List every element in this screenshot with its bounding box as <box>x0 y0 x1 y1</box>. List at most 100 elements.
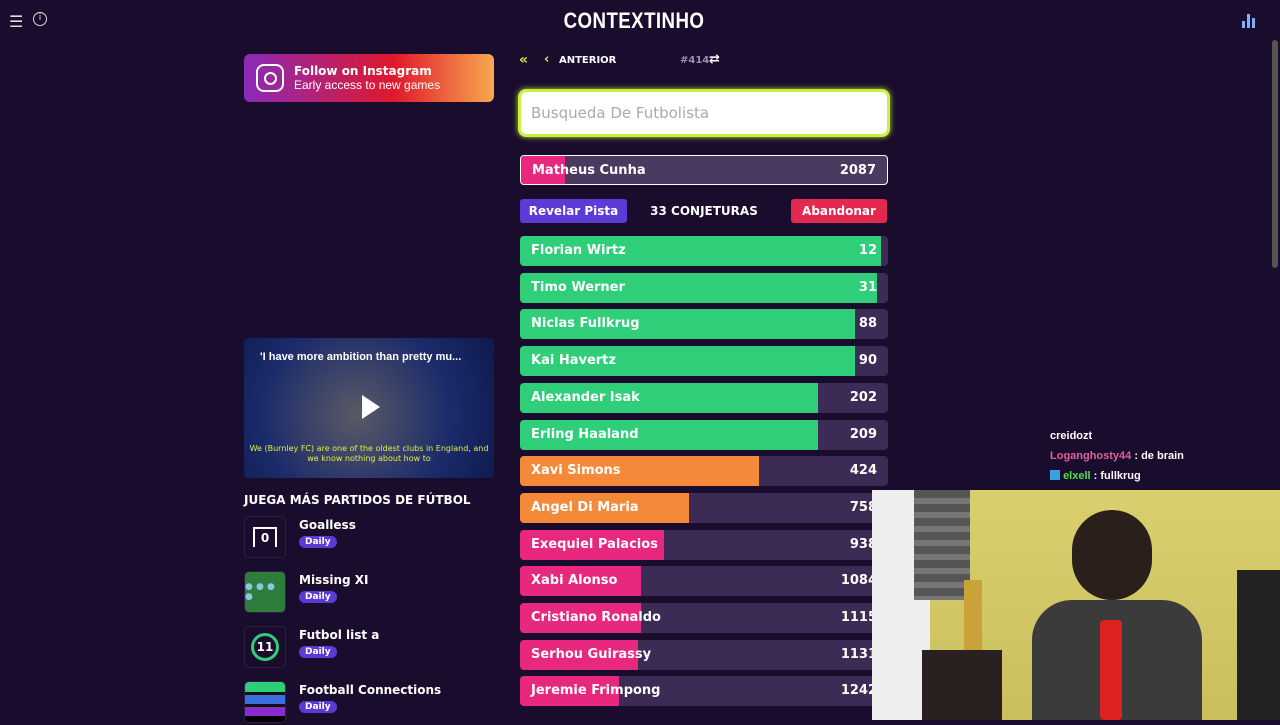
player-rank: 88 <box>858 316 877 332</box>
player-rank: 758 <box>849 499 877 515</box>
guess-row: Angel Di Maria 758 <box>520 492 888 523</box>
player-name: Kai Havertz <box>531 353 616 369</box>
number-eleven-icon: 11 <box>244 626 286 668</box>
player-rank: 1131 <box>840 646 877 662</box>
info-icon[interactable]: i <box>33 12 47 26</box>
similarity-bar <box>520 492 690 523</box>
search-input[interactable] <box>521 92 887 134</box>
chevron-left-icon[interactable]: ‹ <box>544 52 550 67</box>
reveal-hint-button[interactable]: Revelar Pista <box>520 199 627 223</box>
similarity-bar <box>520 382 819 413</box>
game-name: Missing XI <box>299 573 369 587</box>
app-logo: CONTEXTINHO <box>563 8 705 33</box>
game-missing-xi[interactable]: ● ● ● ● Missing XI Daily <box>244 571 494 615</box>
guess-row: Serhou Guirassy 1131 <box>520 639 888 670</box>
daily-badge: Daily <box>299 536 337 548</box>
similarity-bar <box>520 603 642 633</box>
guess-row: Xabi Alonso 1084 <box>520 566 888 597</box>
give-up-button[interactable]: Abandonar <box>791 199 887 223</box>
chat-message: creidozt <box>1050 430 1093 442</box>
stream-chat-overlay: creidozt Loganghosty44 : de brain elxell… <box>1046 430 1270 490</box>
guess-row: Xavi Simons 424 <box>520 456 888 487</box>
player-search[interactable] <box>518 89 890 137</box>
player-name: Matheus Cunha <box>532 163 646 178</box>
similarity-bar <box>520 309 855 340</box>
game-name: Futbol list a <box>299 628 380 642</box>
guess-row: Timo Werner 31 <box>520 272 888 303</box>
player-rank: 2087 <box>839 163 876 178</box>
player-name: Xavi Simons <box>531 463 621 479</box>
player-name: Xabi Alonso <box>531 573 618 589</box>
similarity-bar <box>521 156 565 184</box>
guess-row: Cristiano Ronaldo 1115 <box>520 603 888 633</box>
guess-count: 33 CONJETURAS <box>650 204 758 218</box>
player-rank: 938 <box>849 536 877 552</box>
player-name: Cristiano Ronaldo <box>531 610 661 625</box>
player-name: Exequiel Palacios <box>531 536 658 552</box>
player-name: Angel Di Maria <box>531 499 639 515</box>
daily-badge: Daily <box>299 646 337 658</box>
game-name: Goalless <box>299 518 356 532</box>
instagram-promo[interactable]: Follow on Instagram Early access to new g… <box>244 54 494 102</box>
player-rank: 202 <box>849 389 877 405</box>
badge-icon <box>1050 470 1060 480</box>
player-name: Timo Werner <box>531 279 625 295</box>
video-subtitle: We (Burnley FC) are one of the oldest cl… <box>249 444 489 463</box>
player-name: Florian Wirtz <box>531 243 626 258</box>
window-blind <box>914 490 970 600</box>
guess-row: Erling Haaland 209 <box>520 419 888 450</box>
game-name: Football Connections <box>299 683 442 697</box>
guess-row: Exequiel Palacios 938 <box>520 529 888 560</box>
similarity-bar <box>520 639 638 670</box>
person-head <box>1072 510 1152 600</box>
top-bar: ☰ i CONTEXTINHO <box>0 0 1280 42</box>
webcam-overlay <box>872 490 1280 720</box>
shuffle-icon[interactable]: ⇄ <box>709 52 720 67</box>
connections-icon <box>244 681 286 723</box>
similarity-bar <box>520 236 881 266</box>
similarity-bar <box>520 676 620 707</box>
chat-message: Loganghosty44 : de brain <box>1050 450 1184 462</box>
guess-row: Niclas Fullkrug 88 <box>520 309 888 340</box>
player-name: Jeremie Frimpong <box>531 683 661 699</box>
player-rank: 1115 <box>840 610 877 625</box>
promo-subtitle: Early access to new games <box>294 78 441 92</box>
monitor <box>1237 570 1280 720</box>
guess-row: Florian Wirtz 12 <box>520 236 888 266</box>
play-icon[interactable] <box>362 395 380 419</box>
pitch-icon: ● ● ● ● <box>244 571 286 613</box>
guess-row: Kai Havertz 90 <box>520 346 888 377</box>
microphone <box>1100 620 1122 720</box>
bar-chart-icon[interactable] <box>1242 13 1258 28</box>
current-guess: Matheus Cunha 2087 <box>520 155 888 185</box>
similarity-bar <box>520 529 664 560</box>
similarity-bar <box>520 566 642 597</box>
promo-title: Follow on Instagram <box>294 64 432 78</box>
game-goalless[interactable]: 0 Goalless Daily <box>244 516 494 560</box>
guess-row: Alexander Isak 202 <box>520 382 888 413</box>
player-rank: 12 <box>858 243 877 258</box>
double-chevron-left-icon[interactable]: « <box>519 52 529 68</box>
player-rank: 209 <box>849 426 877 442</box>
guess-row: Jeremie Frimpong 1242 <box>520 676 888 707</box>
instagram-icon <box>256 64 284 92</box>
player-rank: 1084 <box>840 573 877 589</box>
hamburger-icon[interactable]: ☰ <box>9 12 24 31</box>
cabinet <box>922 650 1002 720</box>
similarity-bar <box>520 456 760 487</box>
player-name: Alexander Isak <box>531 389 640 405</box>
player-rank: 424 <box>849 463 877 479</box>
video-player[interactable]: 'I have more ambition than pretty mu... … <box>244 338 494 478</box>
player-name: Erling Haaland <box>531 426 639 442</box>
chat-message: elxell : fullkrug <box>1046 466 1270 486</box>
game-futbol-list[interactable]: 11 Futbol list a Daily <box>244 626 494 670</box>
player-rank: 1242 <box>840 683 877 699</box>
scrollbar[interactable] <box>1272 40 1278 268</box>
game-football-connections[interactable]: Football Connections Daily <box>244 681 494 725</box>
more-games-heading: JUEGA MÁS PARTIDOS DE FÚTBOL <box>244 493 471 507</box>
player-name: Serhou Guirassy <box>531 646 652 662</box>
previous-button[interactable]: ANTERIOR <box>559 55 617 66</box>
similarity-bar <box>520 346 855 377</box>
goal-icon: 0 <box>244 516 286 558</box>
game-number: #414 <box>680 55 710 66</box>
